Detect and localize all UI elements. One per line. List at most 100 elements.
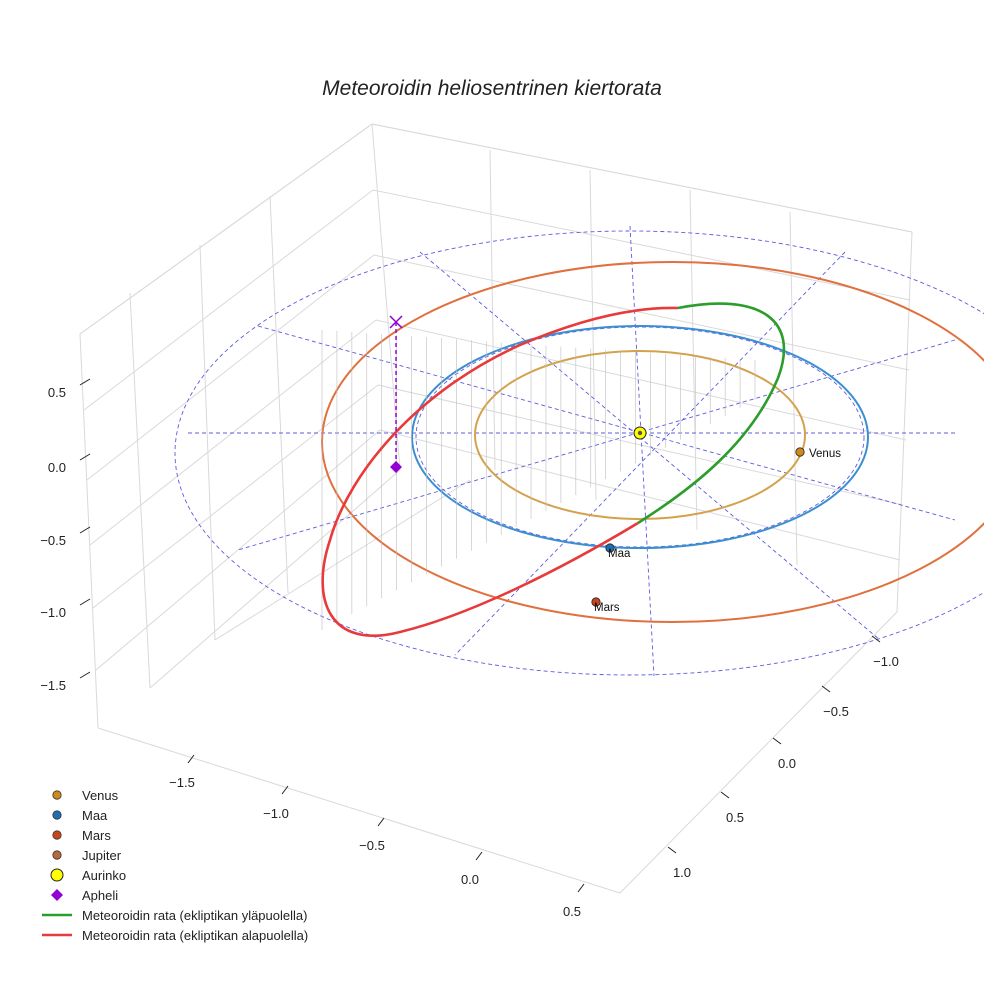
grid-line-back-2	[373, 254, 910, 371]
legend-item: Aurinko	[38, 865, 308, 885]
x-tick-mark	[577, 883, 585, 893]
back-wall-edge	[371, 123, 913, 613]
grid-vert-back-2	[689, 189, 698, 531]
legend-label: Mars	[82, 827, 111, 843]
aphelion-marker	[390, 461, 402, 473]
x-tick-label: 0.5	[563, 904, 581, 919]
grid-vert-left-0	[129, 292, 151, 689]
legend-circle-icon	[38, 785, 76, 805]
x-tick-label: −1.5	[169, 775, 195, 790]
axes-grid	[79, 123, 913, 894]
legend-line-icon	[38, 905, 76, 925]
x-tick-mark	[187, 754, 195, 764]
x-tick-mark	[377, 817, 385, 827]
y-tick-label: 0.0	[778, 756, 796, 771]
markers: Venus Maa Mars	[389, 315, 841, 614]
planet-mars	[591, 597, 601, 607]
ecliptic-diag-4	[237, 339, 956, 551]
y-tick-mark	[871, 635, 881, 643]
grid-line-left-5	[95, 429, 381, 671]
legend-line-icon	[38, 925, 76, 945]
z-tick-label: −1.5	[40, 678, 66, 693]
grid-vert-back-0	[489, 149, 496, 471]
meteoroid-orbit-above	[637, 302, 786, 525]
ecliptic-grid	[174, 225, 984, 677]
legend-label: Maa	[82, 807, 108, 823]
grid-floor-0	[149, 469, 401, 689]
x-tick-mark	[475, 851, 483, 861]
meteoroid-orbit	[321, 302, 786, 638]
legend-label: Apheli	[82, 887, 119, 903]
y-tick-label: 0.5	[726, 810, 744, 825]
x-tick-label: −0.5	[359, 838, 385, 853]
legend-label: Aurinko	[82, 867, 127, 883]
left-wall-edge	[79, 123, 373, 729]
y-tick-mark	[667, 846, 677, 854]
legend-label: Jupiter	[82, 847, 122, 863]
tick-labels: 0.5 0.0 −0.5 −1.0 −1.5 −1.5 −1.0 −0.5 0.0 0.5 −1.0…	[40, 378, 899, 919]
legend-label: Meteoroidin rata (ekliptikan alapuolella…	[82, 927, 309, 943]
grid-floor-1	[214, 479, 471, 641]
y-tick-label: 1.0	[673, 865, 691, 880]
legend-item: Meteoroidin rata (ekliptikan alapuolella…	[38, 925, 308, 945]
aphelion-projection-x-b	[389, 315, 403, 329]
planet-orbits	[321, 261, 984, 623]
z-tick-mark	[79, 598, 91, 606]
x-tick-mark	[281, 785, 289, 795]
planet-label-mars: Mars	[594, 602, 620, 614]
ecliptic-diag-2	[419, 251, 881, 641]
grid-line-back-5	[379, 429, 901, 561]
grid-vert-left-1	[199, 244, 216, 641]
y-tick-mark	[821, 685, 831, 693]
legend-label: Venus	[82, 787, 119, 803]
x-tick-label: 0.0	[461, 872, 479, 887]
y-tick-label: −1.0	[873, 654, 899, 669]
z-tick-label: −1.0	[40, 605, 66, 620]
grid-line-back-0	[371, 123, 913, 233]
legend-item: Maa	[38, 805, 308, 825]
ecliptic-axis-y	[629, 225, 655, 677]
grid-line-left-0	[79, 123, 373, 335]
legend-item: Venus	[38, 785, 308, 805]
legend-item: Meteoroidin rata (ekliptikan yläpuolella…	[38, 905, 308, 925]
z-tick-label: −0.5	[40, 533, 66, 548]
grid-line-left-1	[83, 189, 374, 411]
chart-title: Meteoroidin heliosentrinen kiertorata	[322, 77, 662, 100]
orbit-mars	[321, 261, 984, 623]
legend-item: Apheli	[38, 885, 308, 905]
y-tick-mark	[720, 791, 730, 799]
legend-item: Jupiter	[38, 845, 308, 865]
grid-line-back-4	[377, 384, 904, 506]
planet-label-maa: Maa	[608, 548, 631, 560]
orbit-venus	[474, 350, 806, 520]
legend-circle-icon	[38, 805, 76, 825]
z-tick-mark	[79, 671, 91, 679]
planet-maa	[605, 543, 615, 553]
grid-line-left-4	[92, 384, 379, 609]
legend-diamond-icon	[38, 885, 76, 905]
meteoroid-orbit-below	[321, 306, 679, 638]
ecliptic-diag-1	[257, 325, 956, 521]
z-tick-mark	[79, 526, 91, 534]
z-tick-mark	[79, 378, 91, 386]
y-tick-mark	[772, 737, 782, 745]
floor-front-edge	[97, 611, 898, 894]
legend-circle-icon	[38, 825, 76, 845]
planet-label-venus: Venus	[809, 448, 841, 460]
legend-item: Mars	[38, 825, 308, 845]
ecliptic-ring-outer	[174, 230, 984, 676]
legend-circle-icon	[38, 865, 76, 885]
z-tick-label: 0.5	[48, 385, 66, 400]
corner-edge	[371, 123, 401, 471]
z-tick-mark	[79, 453, 91, 461]
grid-line-left-3	[89, 319, 377, 546]
sun-core	[637, 430, 643, 436]
grid-vert-back-3	[789, 211, 798, 566]
y-tick-label: −0.5	[823, 704, 849, 719]
grid-line-left-2	[86, 254, 375, 481]
grid-line-back-3	[375, 319, 907, 441]
orbit-maa	[411, 325, 869, 549]
legend-label: Meteoroidin rata (ekliptikan yläpuolella…	[82, 907, 308, 923]
z-tick-label: 0.0	[48, 460, 66, 475]
